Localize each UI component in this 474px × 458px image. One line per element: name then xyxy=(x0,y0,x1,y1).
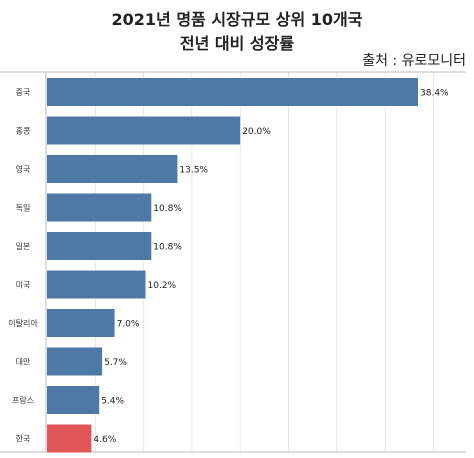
category-label-7: 이탈리아 xyxy=(8,318,38,328)
category-label-2: 홍콩 xyxy=(16,126,31,136)
value-label-7: 7.0% xyxy=(117,320,140,330)
bar-3 xyxy=(47,155,178,183)
chart-subtitle: 전년 대비 성장률 xyxy=(179,34,295,53)
bar-10 xyxy=(47,424,92,453)
category-label-10: 한국 xyxy=(16,435,31,444)
category-label-4: 독일 xyxy=(16,204,31,213)
bar-2 xyxy=(47,116,241,145)
chart-title: 2021년 명품 시장규모 상위 10개국 xyxy=(111,10,363,29)
bar-7 xyxy=(47,309,115,337)
bar-4 xyxy=(47,193,152,222)
value-label-9: 5.4% xyxy=(101,397,124,407)
value-label-3: 13.5% xyxy=(179,166,208,176)
bar-8 xyxy=(47,347,103,376)
category-label-6: 미국 xyxy=(16,281,31,290)
category-label-5: 일본 xyxy=(16,242,31,251)
bar-9 xyxy=(47,386,100,414)
value-label-8: 5.7% xyxy=(104,358,127,368)
category-label-3: 영국 xyxy=(16,164,31,174)
value-label-2: 20.0% xyxy=(242,127,271,137)
value-label-4: 10.8% xyxy=(153,204,182,214)
value-label-6: 10.2% xyxy=(148,281,177,291)
value-label-5: 10.8% xyxy=(153,243,182,253)
bar-5 xyxy=(47,232,152,260)
bar-6 xyxy=(47,270,146,299)
category-label-8: 대만 xyxy=(16,358,31,367)
value-label-10: 4.6% xyxy=(93,435,116,445)
source-note: 출처 : 유로모니터 xyxy=(362,53,466,69)
category-label-9: 프랑스 xyxy=(12,395,34,405)
value-label-1: 38.4% xyxy=(420,89,449,99)
category-label-1: 중국 xyxy=(16,88,31,97)
bar-1 xyxy=(47,78,418,106)
